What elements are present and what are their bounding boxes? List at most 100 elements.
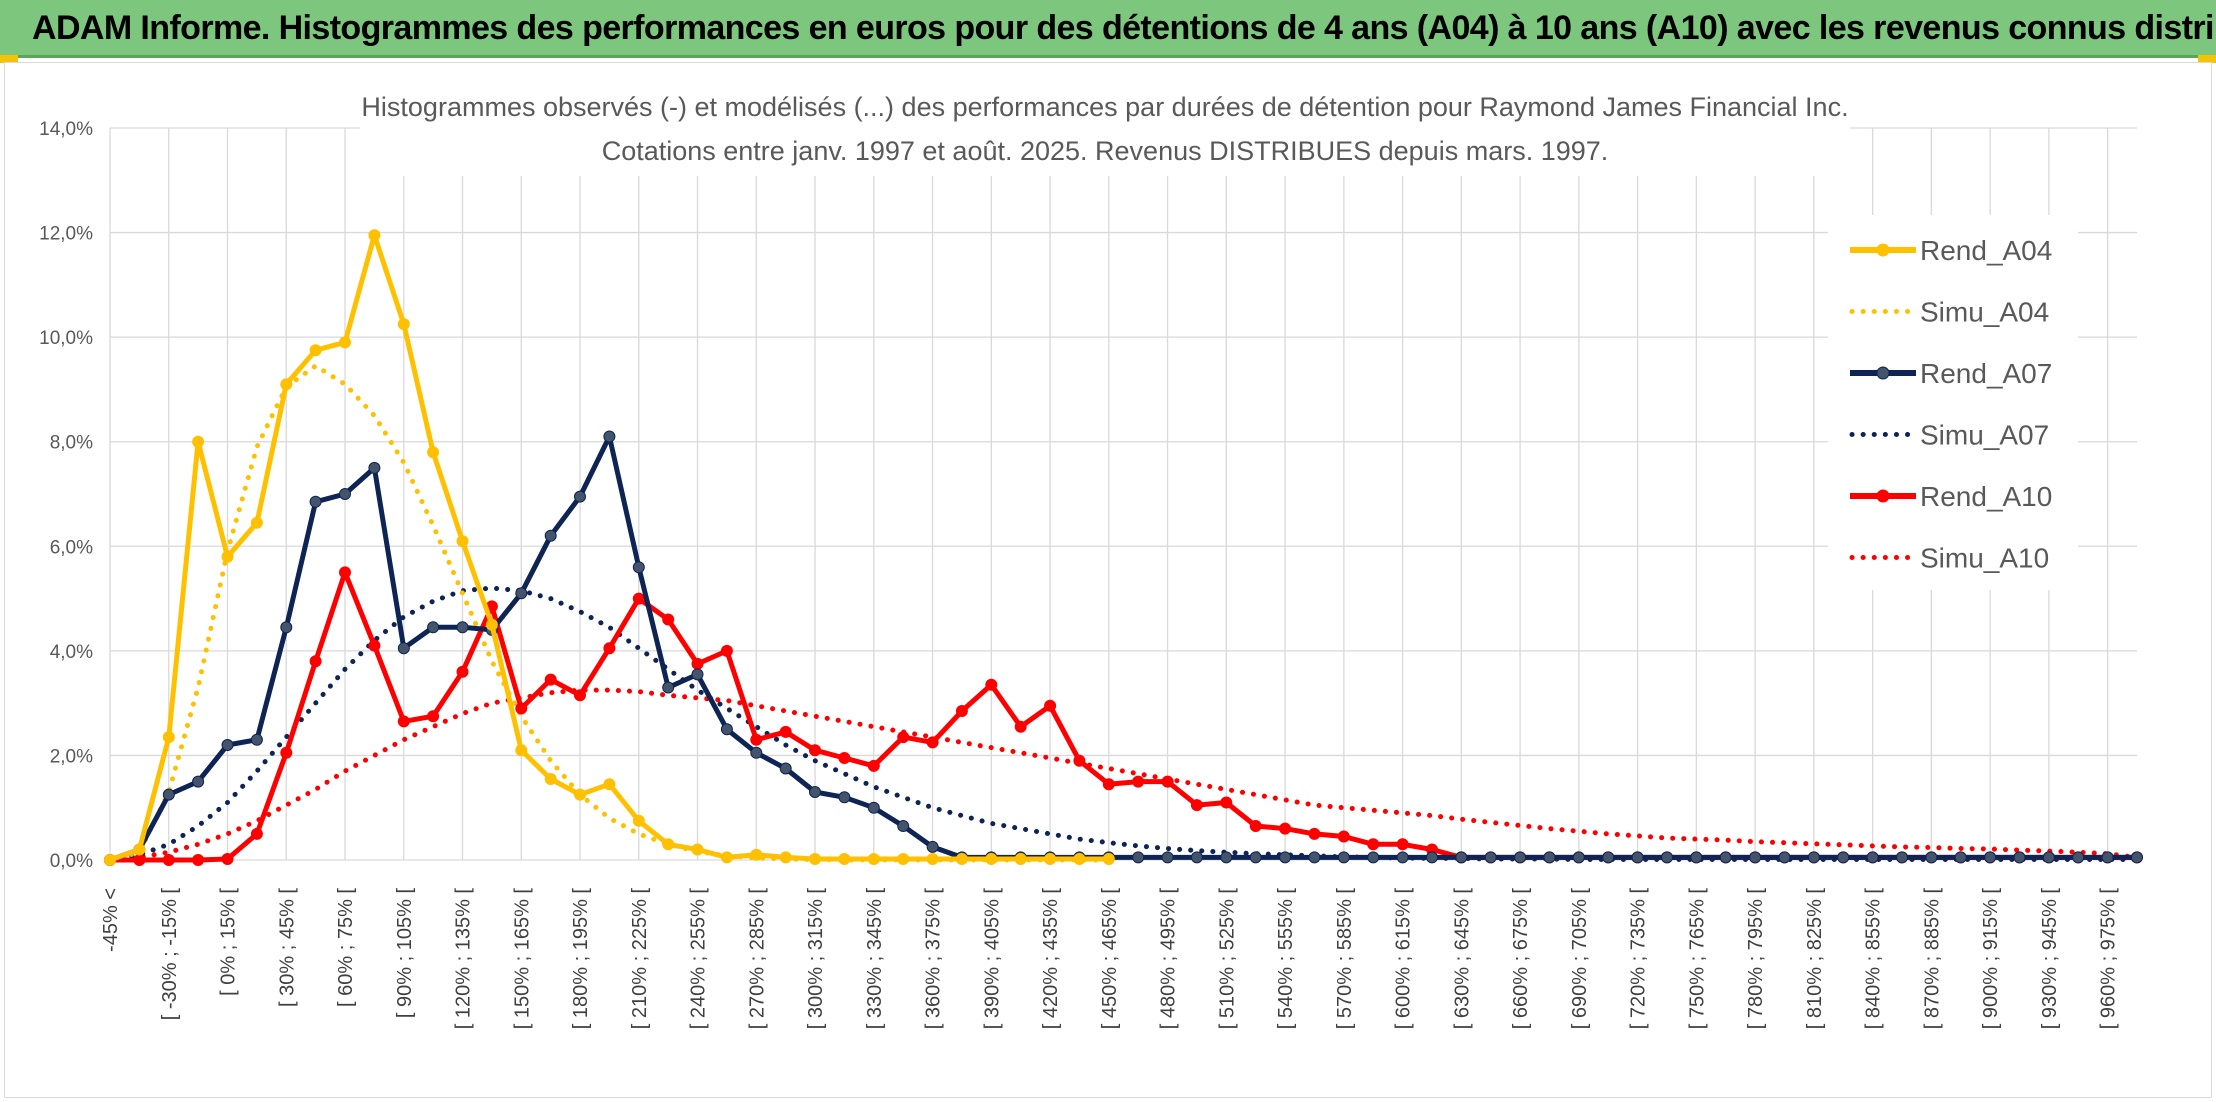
data-point-rend-a10	[1279, 822, 1292, 835]
data-point-rend-a04	[691, 843, 704, 856]
legend-label-simu-a04: Simu_A04	[1920, 297, 2049, 328]
x-tick-label: [ 720% ; 735% [	[1628, 888, 1650, 1030]
chart-title-line-2: Cotations entre janv. 1997 et août. 2025…	[602, 136, 1609, 166]
legend-marker-rend-a07	[1876, 366, 1890, 380]
data-point-rend-a07	[309, 495, 322, 508]
data-point-rend-a07	[162, 788, 175, 801]
y-tick-label: 6,0%	[50, 537, 93, 558]
data-point-rend-a07	[2101, 851, 2114, 864]
data-point-rend-a04	[809, 853, 821, 865]
x-tick-label: [ 480% ; 495% [	[1158, 888, 1180, 1030]
data-point-rend-a04	[603, 778, 616, 791]
data-point-rend-a10	[720, 644, 733, 657]
data-point-rend-a07	[1190, 851, 1203, 864]
data-point-rend-a07	[1279, 851, 1292, 864]
data-point-rend-a04	[955, 853, 968, 865]
data-point-rend-a10	[1161, 775, 1174, 788]
data-point-rend-a07	[397, 642, 410, 655]
data-point-rend-a10	[544, 673, 557, 686]
data-point-rend-a10	[1132, 775, 1145, 788]
data-point-rend-a04	[104, 854, 116, 866]
legend-label-simu-a10: Simu_A10	[1920, 543, 2049, 574]
y-tick-label: 0,0%	[50, 851, 93, 872]
data-point-rend-a07	[1749, 851, 1762, 864]
data-point-rend-a07	[574, 490, 586, 503]
data-point-rend-a10	[221, 853, 234, 865]
data-point-rend-a04	[544, 773, 557, 785]
chart-titles: Histogrammes observés (-) et modélisés (…	[360, 84, 1850, 176]
x-tick-label: [ 300% ; 315% [	[805, 888, 827, 1030]
data-point-rend-a07	[2042, 851, 2055, 864]
x-tick-label: [ 870% ; 885% [	[1921, 888, 1943, 1030]
x-tick-label: -45% <	[100, 888, 122, 952]
data-point-rend-a04	[867, 853, 880, 865]
data-point-rend-a07	[1308, 851, 1321, 864]
data-point-rend-a07	[1807, 851, 1820, 864]
series-group	[104, 229, 2143, 866]
series-line-simu-a07	[107, 585, 2140, 863]
x-tick-label: [ 840% ; 855% [	[1863, 888, 1885, 1030]
y-tick-label: 8,0%	[50, 433, 93, 454]
data-point-rend-a04	[1073, 853, 1086, 865]
chart-frame	[4, 62, 2212, 1098]
data-point-rend-a10	[867, 759, 880, 772]
data-point-rend-a07	[603, 430, 616, 443]
data-point-rend-a04	[397, 318, 410, 331]
legend-background	[1828, 215, 2078, 590]
series-line-rend-a04	[109, 232, 1109, 863]
data-point-rend-a04	[456, 535, 469, 548]
data-point-rend-a10	[926, 736, 939, 749]
data-point-rend-a07	[897, 820, 910, 832]
x-tick-label: [ 810% ; 825% [	[1804, 888, 1826, 1030]
data-point-rend-a04	[720, 851, 733, 864]
data-point-rend-a10	[162, 854, 175, 866]
data-point-rend-a07	[750, 746, 763, 759]
data-point-rend-a10	[603, 642, 616, 655]
data-point-rend-a10	[750, 733, 763, 746]
data-point-rend-a07	[779, 762, 792, 775]
data-point-rend-a10	[1102, 778, 1115, 791]
data-point-rend-a10	[955, 705, 968, 717]
data-point-rend-a04	[192, 435, 205, 448]
series-line-rend-a10	[110, 569, 2137, 863]
x-tick-label: [ 960% ; 975% [	[2098, 888, 2120, 1030]
data-point-rend-a04	[779, 851, 792, 864]
x-tick-label: [ 120% ; 135% [	[453, 888, 475, 1030]
data-point-rend-a10	[250, 827, 263, 840]
legend-marker-rend-a10	[1876, 489, 1890, 503]
data-point-rend-a07	[1514, 851, 1527, 864]
data-point-rend-a07	[1896, 851, 1908, 864]
data-point-rend-a07	[515, 587, 528, 600]
data-point-rend-a07	[1984, 851, 1997, 864]
x-tick-label: [ 450% ; 465% [	[1099, 888, 1121, 1030]
data-point-rend-a04	[339, 336, 351, 349]
data-point-rend-a07	[662, 681, 675, 694]
x-tick-label: [ 150% ; 165% [	[511, 888, 533, 1030]
data-point-rend-a07	[1572, 851, 1585, 864]
data-point-rend-a07	[1161, 851, 1174, 864]
data-point-rend-a10	[632, 592, 645, 605]
data-point-rend-a07	[1719, 851, 1732, 864]
data-point-rend-a07	[720, 723, 733, 736]
data-point-rend-a04	[162, 731, 175, 744]
x-tick-label: [ -30% ; -15% [	[159, 888, 181, 1021]
data-point-rend-a07	[368, 461, 381, 474]
data-point-rend-a04	[368, 229, 381, 242]
x-axis-ticks: -45% < [ -30% ; -15% [[ 0% ; 15% [[ 30% ;…	[100, 888, 2120, 1030]
data-point-rend-a10	[192, 854, 205, 866]
data-point-rend-a10	[280, 746, 293, 759]
left-corner-accent	[0, 55, 18, 63]
x-tick-label: [ 600% ; 615% [	[1393, 888, 1415, 1030]
data-point-rend-a04	[574, 788, 586, 801]
data-point-rend-a10	[427, 710, 440, 723]
y-tick-label: 2,0%	[50, 746, 93, 767]
x-tick-label: [ 570% ; 585% [	[1334, 888, 1356, 1030]
legend-label-simu-a07: Simu_A07	[1920, 420, 2049, 451]
x-tick-label: [ 510% ; 525% [	[1216, 888, 1238, 1030]
x-tick-label: [ 90% ; 105% [	[394, 888, 416, 1019]
y-tick-label: 12,0%	[39, 224, 93, 245]
data-point-rend-a10	[809, 744, 821, 757]
x-tick-label: [ 660% ; 675% [	[1510, 888, 1532, 1030]
data-point-rend-a10	[1396, 838, 1409, 851]
data-point-rend-a10	[1044, 699, 1057, 712]
